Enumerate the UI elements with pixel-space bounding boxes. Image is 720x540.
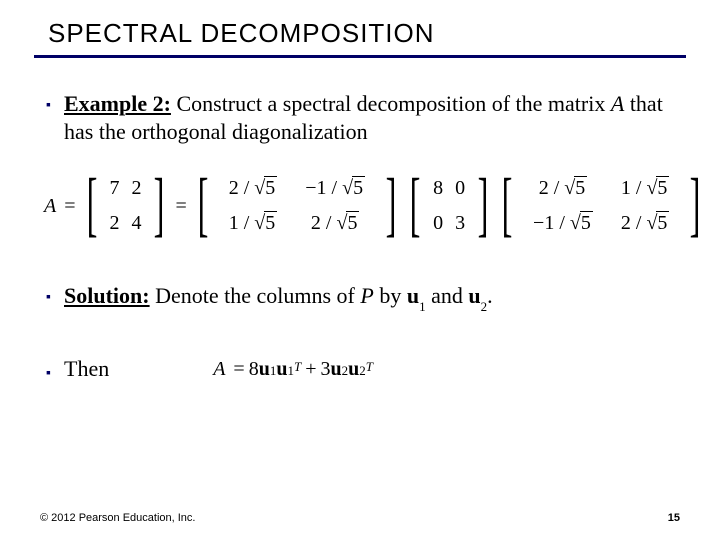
page-number: 15 [668, 512, 680, 524]
P-10: 1 / √5 [215, 206, 292, 241]
solution-label: Solution: [64, 283, 150, 308]
then-u1-sub: 1 [270, 363, 277, 379]
A-01: 2 [125, 171, 147, 206]
then-T1: T [294, 359, 301, 375]
bullet-icon: ▪ [46, 282, 64, 304]
eq-lhs: A [40, 195, 60, 218]
A-11: 4 [125, 206, 147, 241]
then-u1t: u [276, 358, 287, 381]
P-11: 2 / √5 [291, 206, 379, 241]
bullet-example-text: Example 2: Construct a spectral decompos… [64, 90, 680, 146]
bracket-icon: [ [86, 169, 97, 239]
equation-row: A = [ 7 2 2 4 ] = [ [40, 166, 680, 246]
bullet-solution: ▪ Solution: Denote the columns of P by u… [46, 282, 680, 313]
eq-equals-2: = [171, 195, 190, 218]
title-block: SPECTRAL DECOMPOSITION [34, 18, 686, 58]
matrix-PT: 2 / √5 1 / √5 −1 / √5 2 / √5 [519, 171, 683, 241]
PT-01: 1 / √5 [607, 171, 684, 206]
solution-P: P [360, 283, 373, 308]
slide-title: SPECTRAL DECOMPOSITION [34, 18, 686, 49]
P-01: −1 / √5 [291, 171, 379, 206]
then-T2: T [366, 359, 373, 375]
slide-body: ▪ Example 2: Construct a spectral decomp… [34, 62, 686, 383]
solution-text-1: Denote the columns of [150, 283, 361, 308]
bracket-icon: [ [410, 169, 421, 239]
copyright-text: © 2012 Pearson Education, Inc. [40, 512, 195, 524]
bracket-icon: ] [154, 169, 165, 239]
example-matrix-var: A [611, 91, 624, 116]
solution-u1: u [407, 283, 419, 308]
solution-u2: u [468, 283, 480, 308]
A-00: 7 [103, 171, 125, 206]
eq-equals-1: = [60, 195, 79, 218]
bullet-icon: ▪ [46, 90, 64, 112]
title-underline [34, 55, 686, 58]
bullet-solution-text: Solution: Denote the columns of P by u1 … [64, 282, 493, 313]
bracket-icon: [ [502, 169, 513, 239]
example-label: Example 2: [64, 91, 171, 116]
bracket-icon: ] [478, 169, 489, 239]
then-coef2: 3 [320, 358, 330, 381]
matrix-P: 2 / √5 −1 / √5 1 / √5 2 / √5 [215, 171, 379, 241]
PT-11: 2 / √5 [607, 206, 684, 241]
then-u2t: u [348, 358, 359, 381]
solution-text-2: by [374, 283, 407, 308]
solution-u2-sub: 2 [481, 299, 488, 314]
then-equals: = [229, 358, 248, 381]
D-10: 0 [427, 206, 449, 241]
solution-period: . [487, 283, 493, 308]
D-11: 3 [449, 206, 471, 241]
bracket-icon: [ [197, 169, 208, 239]
equation-main: A = [ 7 2 2 4 ] = [ [40, 166, 680, 246]
bullet-then: ▪ Then A = 8u1u1T + 3u2u2T [46, 355, 680, 383]
footer: © 2012 Pearson Education, Inc. 15 [40, 512, 680, 524]
matrix-D: 8 0 0 3 [427, 171, 471, 241]
bullet-icon: ▪ [46, 358, 64, 380]
then-u2: u [330, 358, 341, 381]
D-01: 0 [449, 171, 471, 206]
then-lhs: A [209, 358, 229, 381]
solution-and: and [426, 283, 469, 308]
solution-u1-sub: 1 [419, 299, 426, 314]
slide: SPECTRAL DECOMPOSITION ▪ Example 2: Cons… [0, 0, 720, 540]
bracket-icon: ] [386, 169, 397, 239]
P-00: 2 / √5 [215, 171, 292, 206]
bullet-example: ▪ Example 2: Construct a spectral decomp… [46, 90, 680, 146]
D-00: 8 [427, 171, 449, 206]
then-label: Then [64, 355, 109, 383]
PT-00: 2 / √5 [519, 171, 607, 206]
bracket-icon: ] [690, 169, 701, 239]
then-u1: u [259, 358, 270, 381]
PT-10: −1 / √5 [519, 206, 607, 241]
then-u2-sub: 2 [342, 363, 349, 379]
example-text-1: Construct a spectral decomposition of th… [171, 91, 611, 116]
A-10: 2 [103, 206, 125, 241]
then-plus: + [301, 358, 320, 381]
matrix-A: 7 2 2 4 [103, 171, 147, 241]
then-coef1: 8 [249, 358, 259, 381]
equation-then: A = 8u1u1T + 3u2u2T [209, 358, 373, 381]
